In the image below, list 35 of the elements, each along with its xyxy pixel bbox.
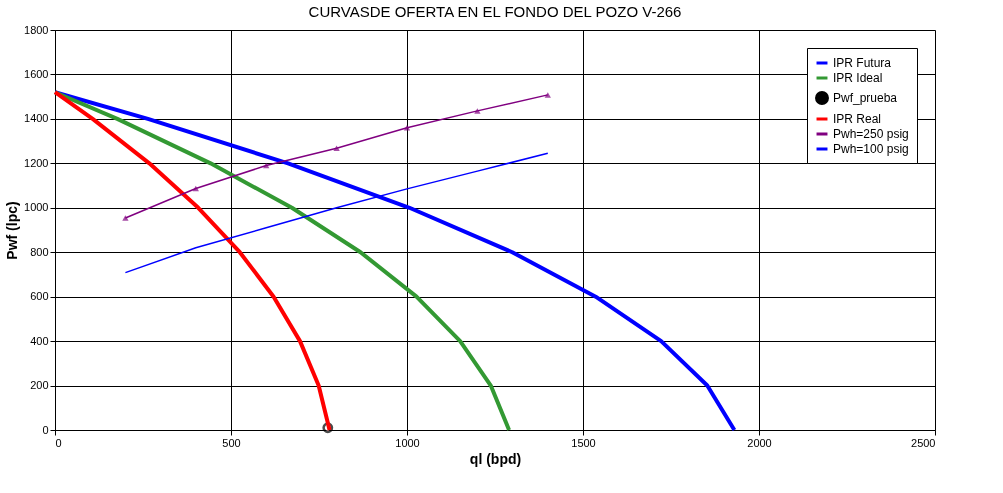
y-tick-label: 200 bbox=[30, 379, 49, 392]
x-tick-label: 500 bbox=[222, 436, 241, 449]
y-tick-label: 0 bbox=[42, 423, 49, 436]
legend-label: IPR Ideal bbox=[833, 71, 883, 85]
point bbox=[544, 92, 551, 98]
point bbox=[122, 215, 129, 221]
y-axis-title: Pwf (lpc) bbox=[4, 201, 21, 260]
legend-label: IPR Futura bbox=[833, 56, 892, 70]
line-series bbox=[53, 90, 737, 432]
y-tick-label: 1400 bbox=[24, 112, 49, 125]
legend-label: IPR Real bbox=[833, 112, 882, 126]
x-tick-label: 1500 bbox=[571, 436, 596, 449]
x-tick-label: 0 bbox=[55, 436, 62, 449]
line-series bbox=[124, 152, 549, 274]
point bbox=[192, 185, 199, 192]
y-tick-label: 600 bbox=[30, 290, 49, 303]
point bbox=[474, 108, 481, 114]
y-tick-label: 1600 bbox=[24, 67, 49, 80]
point bbox=[333, 145, 340, 151]
legend-label: Pwf_prueba bbox=[833, 91, 898, 105]
y-tick-label: 1800 bbox=[24, 23, 49, 36]
y-tick-label: 1000 bbox=[24, 201, 49, 214]
x-tick-label: 1000 bbox=[395, 436, 420, 449]
y-tick-label: 1200 bbox=[24, 156, 49, 169]
legend-label: Pwh=250 psig bbox=[833, 127, 909, 141]
x-tick-label: 2000 bbox=[747, 436, 772, 449]
point bbox=[263, 162, 270, 169]
x-axis-title: ql (bpd) bbox=[469, 450, 522, 467]
y-tick-label: 400 bbox=[30, 334, 49, 347]
x-tick-label: 2500 bbox=[911, 436, 936, 449]
y-tick-label: 800 bbox=[30, 245, 49, 258]
chart-title: CURVASDE OFERTA EN EL FONDO DEL POZO V-266 bbox=[308, 3, 682, 20]
legend-label: Pwh=100 psig bbox=[833, 142, 909, 156]
line-series bbox=[53, 90, 332, 432]
point bbox=[403, 125, 411, 131]
